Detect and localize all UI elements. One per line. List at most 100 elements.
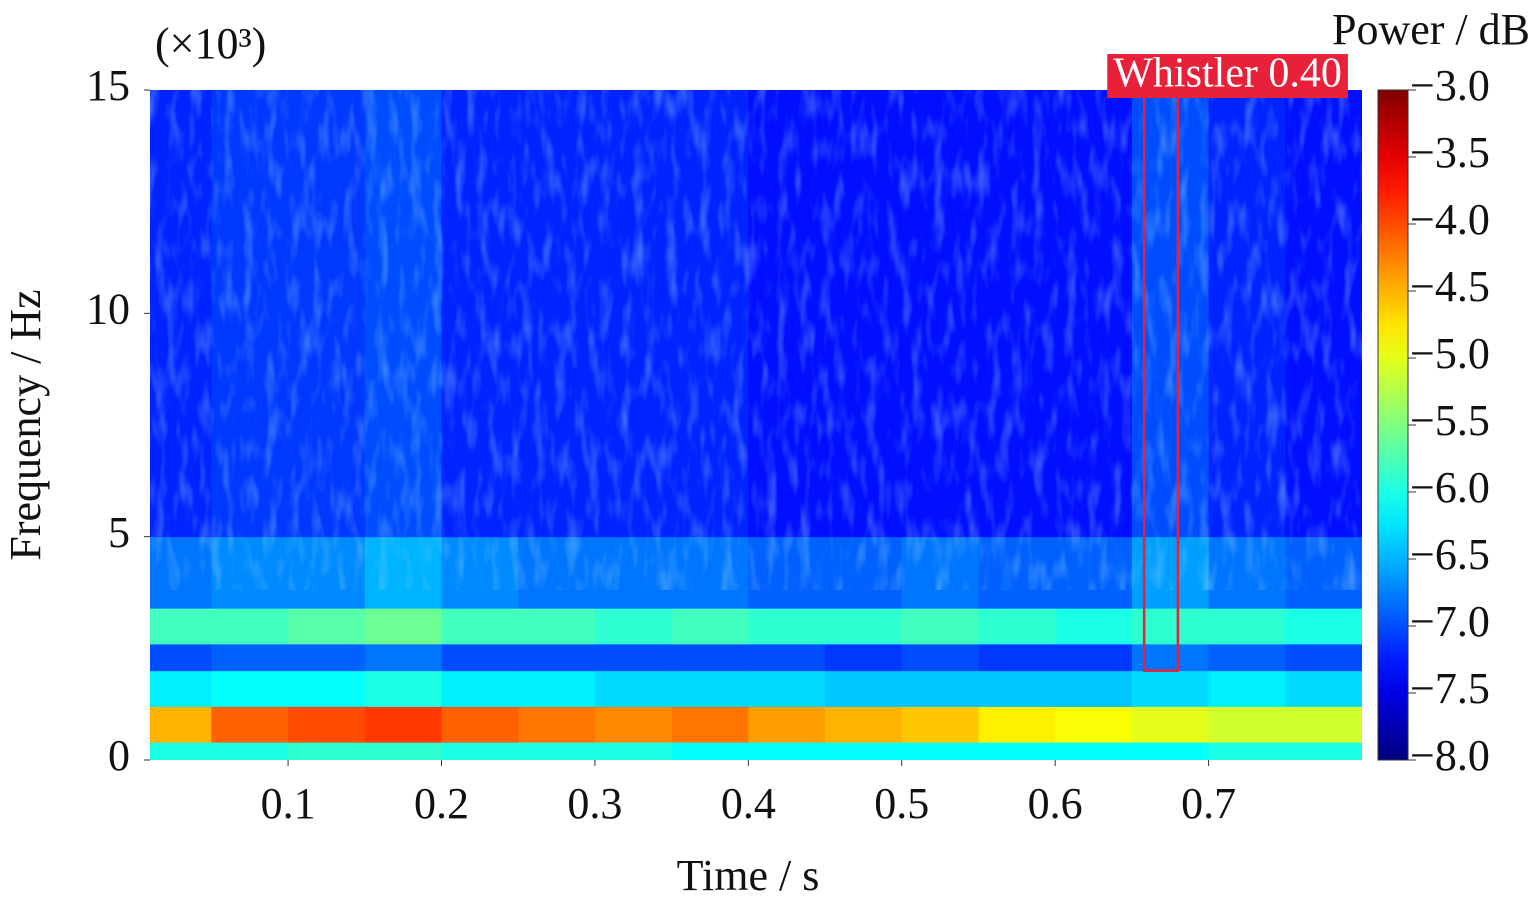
cell — [288, 742, 366, 760]
x-tick-label: 0.6 — [1028, 779, 1083, 828]
cell — [1208, 706, 1286, 743]
cell — [825, 670, 903, 707]
x-tick-label: 0.4 — [721, 779, 776, 828]
colorbar-tick-label: −4.0 — [1410, 195, 1490, 244]
cell — [1055, 670, 1133, 707]
y-offset-label: (×10³) — [155, 19, 266, 68]
y-tick-label: 10 — [86, 284, 130, 333]
cell — [364, 670, 442, 707]
cell — [1208, 742, 1286, 760]
cell — [825, 608, 903, 645]
cell — [671, 706, 749, 743]
noise-texture — [150, 90, 1362, 590]
cell — [150, 608, 212, 645]
colorbar-tick-label: −7.5 — [1410, 664, 1490, 713]
y-axis-label: Frequency / Hz — [1, 289, 50, 560]
cell — [364, 706, 442, 743]
cell — [1208, 608, 1286, 645]
cell — [1285, 706, 1362, 743]
cell — [441, 608, 519, 645]
cell — [211, 670, 289, 707]
colorbar-label: Power / dB — [1332, 5, 1530, 54]
x-tick-label: 0.1 — [261, 779, 316, 828]
colorbar-tick-label: −8.0 — [1410, 731, 1490, 780]
cell — [211, 742, 289, 760]
cell — [518, 706, 596, 743]
cell — [594, 706, 673, 743]
cell — [671, 608, 749, 645]
cell — [150, 742, 212, 760]
annotation-label: Whistler 0.40 — [1113, 51, 1342, 97]
cell — [441, 742, 519, 760]
cell — [1208, 643, 1286, 672]
cell — [978, 608, 1056, 645]
cell — [1285, 742, 1362, 760]
cell — [1131, 670, 1210, 707]
cell — [825, 643, 903, 672]
cell — [748, 643, 826, 672]
colorbar-tick-label: −4.5 — [1410, 262, 1490, 311]
cell — [211, 706, 289, 743]
cell — [901, 608, 979, 645]
cell — [978, 706, 1056, 743]
cell — [1055, 742, 1133, 760]
cell — [288, 643, 366, 672]
colorbar-tick-label: −3.5 — [1410, 128, 1490, 177]
cell — [150, 706, 212, 743]
cell — [211, 643, 289, 672]
cell — [364, 742, 442, 760]
cell — [441, 643, 519, 672]
cell — [288, 670, 366, 707]
cell — [364, 643, 442, 672]
colorbar-tick-label: −5.0 — [1410, 329, 1490, 378]
colorbar-tick-label: −7.0 — [1410, 597, 1490, 646]
cell — [441, 706, 519, 743]
cell — [518, 608, 596, 645]
cell — [825, 742, 903, 760]
cell — [671, 670, 749, 707]
cell — [211, 608, 289, 645]
cell — [594, 643, 673, 672]
y-tick-label: 15 — [86, 61, 130, 110]
cell — [1285, 643, 1362, 672]
colorbar — [1377, 89, 1409, 761]
x-tick-label: 0.7 — [1181, 779, 1236, 828]
cell — [1285, 608, 1362, 645]
cell — [901, 670, 979, 707]
cell — [1285, 670, 1362, 707]
x-tick-label: 0.3 — [567, 779, 622, 828]
y-tick-label: 0 — [108, 731, 130, 780]
cell — [518, 742, 596, 760]
x-tick-label: 0.5 — [874, 779, 929, 828]
x-tick-label: 0.2 — [414, 779, 469, 828]
cell — [978, 670, 1056, 707]
cell — [1055, 706, 1133, 743]
cell — [748, 608, 826, 645]
cell — [671, 643, 749, 672]
cell — [150, 643, 212, 672]
cell — [150, 670, 212, 707]
cell — [1055, 608, 1133, 645]
cell — [1131, 706, 1210, 743]
cell — [518, 670, 596, 707]
cell — [748, 742, 826, 760]
cell — [364, 608, 442, 645]
cell — [901, 643, 979, 672]
cell — [1208, 670, 1286, 707]
cell — [825, 706, 903, 743]
cell — [978, 643, 1056, 672]
colorbar-tick-label: −3.0 — [1410, 61, 1490, 110]
cell — [901, 706, 979, 743]
cell — [518, 643, 596, 672]
x-axis-label: Time / s — [677, 851, 820, 900]
cell — [748, 706, 826, 743]
cell — [748, 670, 826, 707]
cell — [901, 742, 979, 760]
annotation-label-bg — [1107, 54, 1348, 98]
cell — [288, 608, 366, 645]
cell — [594, 742, 673, 760]
cell — [978, 742, 1056, 760]
cell — [1131, 742, 1210, 760]
cell — [671, 742, 749, 760]
